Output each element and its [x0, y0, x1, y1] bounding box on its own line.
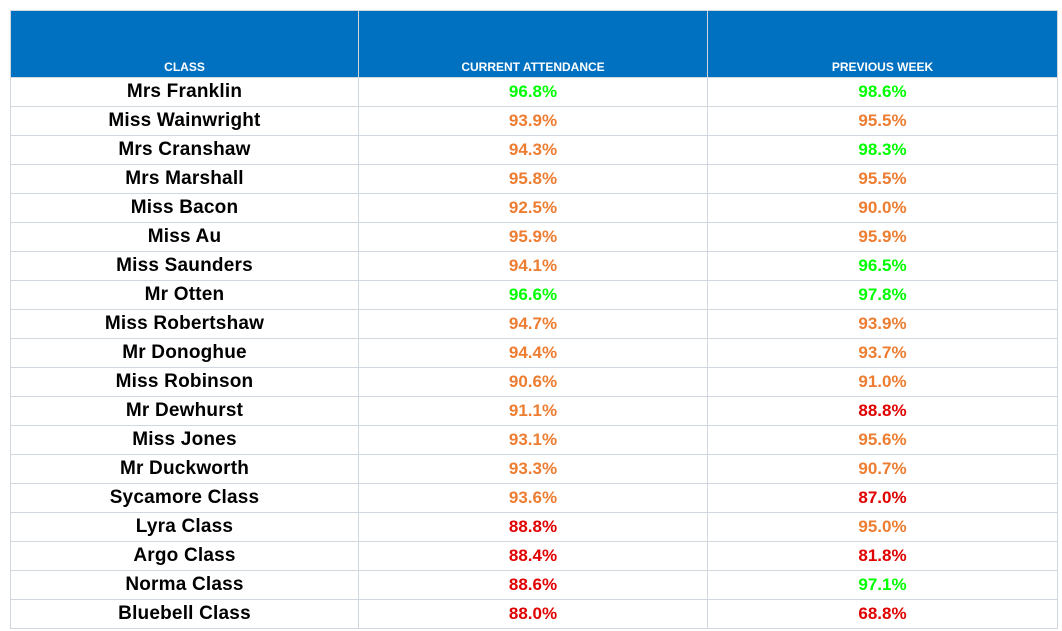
table-row: Mr Otten 96.6% 97.8% [10, 280, 1058, 310]
previous-week-cell: 91.0% [707, 367, 1058, 397]
table-row: Mrs Franklin 96.8% 98.6% [10, 77, 1058, 107]
current-attendance-cell: 93.3% [358, 454, 708, 484]
header-row: CLASS CURRENT ATTENDANCE PREVIOUS WEEK [10, 10, 1058, 78]
class-name-cell: Miss Robertshaw [10, 309, 359, 339]
attendance-table: CLASS CURRENT ATTENDANCE PREVIOUS WEEK M… [10, 10, 1058, 629]
header-class: CLASS [10, 10, 359, 78]
class-name-cell: Mrs Marshall [10, 164, 359, 194]
previous-week-cell: 95.9% [707, 222, 1058, 252]
previous-week-cell: 81.8% [707, 541, 1058, 571]
current-attendance-cell: 88.4% [358, 541, 708, 571]
previous-week-cell: 98.6% [707, 77, 1058, 107]
class-name-cell: Miss Robinson [10, 367, 359, 397]
current-attendance-cell: 93.6% [358, 483, 708, 513]
attendance-table-body: Mrs Franklin 96.8% 98.6% Miss Wainwright 93.… [10, 77, 1058, 629]
header-current-attendance: CURRENT ATTENDANCE [358, 10, 708, 78]
previous-week-cell: 93.9% [707, 309, 1058, 339]
current-attendance-cell: 88.6% [358, 570, 708, 600]
current-attendance-cell: 94.7% [358, 309, 708, 339]
table-row: Miss Wainwright 93.9% 95.5% [10, 106, 1058, 136]
table-row: Argo Class 88.4% 81.8% [10, 541, 1058, 571]
previous-week-cell: 90.0% [707, 193, 1058, 223]
table-row: Miss Robinson 90.6% 91.0% [10, 367, 1058, 397]
class-name-cell: Sycamore Class [10, 483, 359, 513]
table-row: Norma Class 88.6% 97.1% [10, 570, 1058, 600]
current-attendance-cell: 95.9% [358, 222, 708, 252]
class-name-cell: Lyra Class [10, 512, 359, 542]
class-name-cell: Bluebell Class [10, 599, 359, 629]
previous-week-cell: 87.0% [707, 483, 1058, 513]
class-name-cell: Miss Wainwright [10, 106, 359, 136]
table-row: Sycamore Class 93.6% 87.0% [10, 483, 1058, 513]
previous-week-cell: 95.0% [707, 512, 1058, 542]
table-row: Miss Saunders 94.1% 96.5% [10, 251, 1058, 281]
table-row: Mr Duckworth 93.3% 90.7% [10, 454, 1058, 484]
table-row: Lyra Class 88.8% 95.0% [10, 512, 1058, 542]
attendance-table-container: CLASS CURRENT ATTENDANCE PREVIOUS WEEK M… [10, 10, 1058, 629]
previous-week-cell: 90.7% [707, 454, 1058, 484]
current-attendance-cell: 90.6% [358, 367, 708, 397]
current-attendance-cell: 93.9% [358, 106, 708, 136]
header-previous-week: PREVIOUS WEEK [707, 10, 1058, 78]
previous-week-cell: 95.5% [707, 106, 1058, 136]
current-attendance-cell: 88.0% [358, 599, 708, 629]
class-name-cell: Mr Otten [10, 280, 359, 310]
class-name-cell: Mr Donoghue [10, 338, 359, 368]
previous-week-cell: 95.6% [707, 425, 1058, 455]
class-name-cell: Miss Jones [10, 425, 359, 455]
class-name-cell: Mrs Franklin [10, 77, 359, 107]
class-name-cell: Miss Au [10, 222, 359, 252]
previous-week-cell: 68.8% [707, 599, 1058, 629]
table-row: Miss Jones 93.1% 95.6% [10, 425, 1058, 455]
current-attendance-cell: 95.8% [358, 164, 708, 194]
class-name-cell: Mr Duckworth [10, 454, 359, 484]
class-name-cell: Miss Saunders [10, 251, 359, 281]
table-row: Mr Dewhurst 91.1% 88.8% [10, 396, 1058, 426]
previous-week-cell: 97.8% [707, 280, 1058, 310]
class-name-cell: Miss Bacon [10, 193, 359, 223]
class-name-cell: Mrs Cranshaw [10, 135, 359, 165]
table-row: Mrs Marshall 95.8% 95.5% [10, 164, 1058, 194]
table-row: Mr Donoghue 94.4% 93.7% [10, 338, 1058, 368]
previous-week-cell: 97.1% [707, 570, 1058, 600]
current-attendance-cell: 91.1% [358, 396, 708, 426]
current-attendance-cell: 96.8% [358, 77, 708, 107]
table-row: Miss Bacon 92.5% 90.0% [10, 193, 1058, 223]
previous-week-cell: 95.5% [707, 164, 1058, 194]
current-attendance-cell: 92.5% [358, 193, 708, 223]
current-attendance-cell: 88.8% [358, 512, 708, 542]
previous-week-cell: 96.5% [707, 251, 1058, 281]
table-row: Mrs Cranshaw 94.3% 98.3% [10, 135, 1058, 165]
current-attendance-cell: 96.6% [358, 280, 708, 310]
previous-week-cell: 88.8% [707, 396, 1058, 426]
previous-week-cell: 98.3% [707, 135, 1058, 165]
table-row: Miss Au 95.9% 95.9% [10, 222, 1058, 252]
current-attendance-cell: 94.4% [358, 338, 708, 368]
class-name-cell: Norma Class [10, 570, 359, 600]
table-row: Miss Robertshaw 94.7% 93.9% [10, 309, 1058, 339]
current-attendance-cell: 93.1% [358, 425, 708, 455]
current-attendance-cell: 94.3% [358, 135, 708, 165]
previous-week-cell: 93.7% [707, 338, 1058, 368]
class-name-cell: Mr Dewhurst [10, 396, 359, 426]
table-row: Bluebell Class 88.0% 68.8% [10, 599, 1058, 629]
current-attendance-cell: 94.1% [358, 251, 708, 281]
class-name-cell: Argo Class [10, 541, 359, 571]
